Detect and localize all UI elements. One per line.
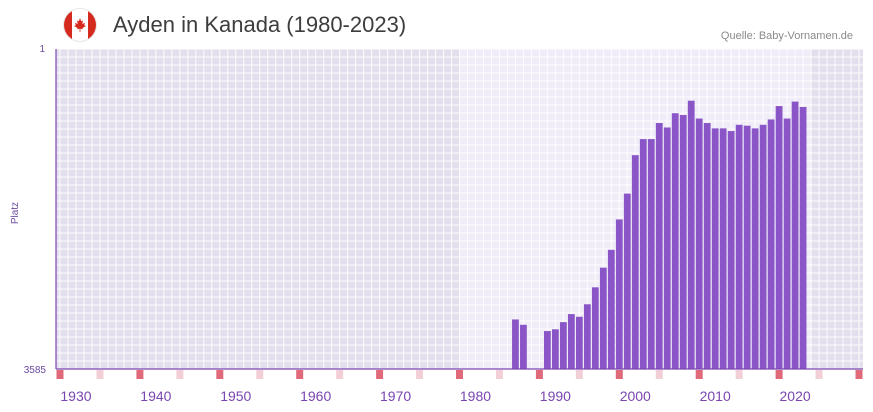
- decade-marker: [376, 370, 384, 379]
- bar-2014[interactable]: [743, 125, 751, 369]
- bar-2015[interactable]: [751, 128, 759, 369]
- y-tick-label-top: 1: [39, 44, 45, 55]
- bar-1995[interactable]: [591, 287, 599, 369]
- bar-2018[interactable]: [775, 106, 783, 369]
- bar-1996[interactable]: [599, 267, 607, 369]
- bar-2009[interactable]: [703, 123, 711, 370]
- decade-marker: [695, 370, 703, 379]
- bar-2007[interactable]: [687, 100, 695, 370]
- bar-2010[interactable]: [711, 128, 719, 369]
- bar-2011[interactable]: [719, 128, 727, 369]
- bar-2012[interactable]: [727, 131, 735, 369]
- bar-1986[interactable]: [520, 324, 527, 369]
- decade-marker: [416, 370, 424, 379]
- decade-marker: [615, 370, 623, 379]
- decade-marker: [855, 370, 863, 379]
- decade-marker: [775, 370, 783, 379]
- bar-1997[interactable]: [607, 249, 615, 369]
- x-tick-label-1940: 1940: [140, 388, 171, 404]
- decade-marker: [56, 370, 64, 379]
- source-credit: Quelle: Baby-Vornamen.de: [720, 30, 853, 42]
- x-tick-label-1960: 1960: [300, 388, 331, 404]
- bar-1990[interactable]: [551, 329, 559, 369]
- x-tick-label-2010: 2010: [700, 388, 731, 404]
- x-tick-label-2020: 2020: [780, 388, 811, 404]
- bar-2019[interactable]: [783, 118, 791, 369]
- bar-1985[interactable]: [512, 319, 519, 369]
- x-tick-label-2000: 2000: [620, 388, 651, 404]
- x-tick-label-1990: 1990: [540, 388, 571, 404]
- bar-2002[interactable]: [647, 139, 655, 369]
- decade-marker: [136, 370, 144, 379]
- bar-2000[interactable]: [631, 155, 639, 369]
- bar-2016[interactable]: [759, 124, 767, 369]
- decade-marker: [256, 370, 264, 379]
- x-tick-label-1950: 1950: [220, 388, 251, 404]
- decade-marker: [296, 370, 304, 379]
- bar-1992[interactable]: [567, 314, 575, 369]
- decade-marker: [535, 370, 543, 379]
- bar-2020[interactable]: [791, 101, 799, 369]
- decade-marker: [96, 370, 104, 379]
- bar-2008[interactable]: [695, 118, 703, 369]
- bar-1994[interactable]: [583, 304, 591, 369]
- bar-1991[interactable]: [559, 322, 567, 369]
- decade-marker: [456, 370, 463, 379]
- y-axis-label: Platz: [10, 202, 21, 224]
- bar-2004[interactable]: [663, 127, 671, 369]
- decade-marker: [815, 370, 823, 379]
- decade-marker: [735, 370, 743, 379]
- canada-flag-icon: [64, 9, 96, 41]
- decade-marker: [216, 370, 224, 379]
- chart-title: Ayden in Kanada (1980-2023): [113, 12, 407, 37]
- bar-2003[interactable]: [655, 123, 663, 370]
- bar-1999[interactable]: [623, 193, 631, 369]
- decade-marker: [575, 370, 583, 379]
- bar-1998[interactable]: [615, 219, 623, 369]
- bar-2021[interactable]: [799, 106, 807, 370]
- bar-2017[interactable]: [767, 119, 775, 369]
- x-tick-label-1970: 1970: [380, 388, 411, 404]
- bar-2001[interactable]: [639, 139, 647, 369]
- decade-marker: [336, 370, 344, 379]
- bar-2013[interactable]: [735, 124, 743, 369]
- bar-1989[interactable]: [543, 331, 551, 369]
- bar-1993[interactable]: [575, 316, 583, 369]
- x-tick-label-1930: 1930: [60, 388, 91, 404]
- x-tick-label-1980: 1980: [460, 388, 491, 404]
- decade-marker: [495, 370, 503, 379]
- decade-marker: [176, 370, 184, 379]
- bar-2006[interactable]: [679, 114, 687, 369]
- bar-2005[interactable]: [671, 113, 679, 369]
- y-tick-label-bottom: 3585: [24, 365, 47, 376]
- decade-marker: [655, 370, 663, 379]
